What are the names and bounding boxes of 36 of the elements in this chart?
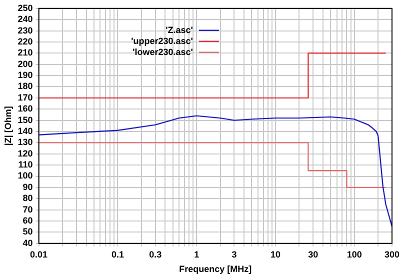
y-tick-label: 140 [18,126,33,136]
y-tick-label: 170 [18,92,33,102]
y-tick-label: 120 [18,148,33,158]
x-tick-label: 0.01 [30,249,48,260]
y-tick-label: 80 [22,193,33,204]
x-tick-label: 3 [232,249,237,260]
y-tick-label: 150 [18,114,33,125]
y-tick-label: 180 [18,81,33,92]
x-tick-label: 300 [384,249,400,260]
legend-label: 'lower230.asc' [132,46,193,57]
y-axis-title: |Z| [Ohm] [2,106,13,146]
legend-label: 'upper230.asc' [131,36,193,46]
y-tick-label: 210 [18,48,33,58]
x-axis-title: Frequency [MHz] [179,264,252,274]
y-tick-label: 110 [18,160,33,170]
y-tick-label: 70 [22,204,33,214]
x-tick-label: 0.1 [111,249,124,260]
x-tick-label: 1 [194,249,200,260]
y-tick-label: 240 [18,14,33,24]
y-tick-label: 250 [18,2,33,13]
x-tick-label: 10 [270,249,280,260]
y-tick-label: 160 [18,104,33,114]
y-tick-label: 100 [18,170,33,181]
x-tick-label: 100 [346,249,362,260]
legend-label: 'Z.asc' [166,24,193,35]
y-tick-label: 50 [22,226,33,237]
y-tick-label: 230 [18,25,33,36]
y-tick-label: 200 [18,58,33,69]
x-tick-label: 30 [308,249,318,260]
y-tick-label: 190 [18,70,33,80]
y-tick-label: 90 [22,182,33,192]
y-tick-label: 60 [22,216,33,226]
y-tick-label: 130 [18,137,33,148]
y-tick-label: 220 [18,36,33,46]
x-tick-label: 0.3 [149,249,162,260]
y-tick-label: 40 [22,238,33,248]
